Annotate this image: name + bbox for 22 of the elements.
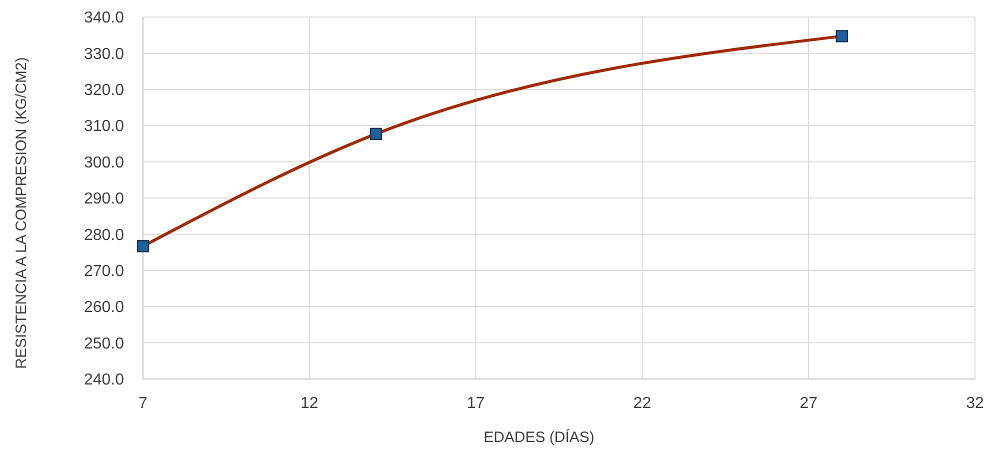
y-tick-label: 240.0: [84, 372, 124, 389]
y-axis-title: RESISTENCIA A LA COMPRESION (KG/CM2): [13, 57, 30, 369]
x-tick-label: 27: [800, 395, 818, 412]
y-tick-label: 250.0: [84, 335, 124, 352]
point: [370, 128, 382, 140]
y-tick-label: 310.0: [84, 118, 124, 136]
x-tick-label: 17: [466, 395, 485, 412]
x-tick-label: 22: [633, 395, 652, 412]
point: [136, 240, 150, 252]
x-tick-label: 7: [138, 395, 148, 412]
y-tick-label: 330.0: [84, 46, 124, 63]
point: [836, 30, 848, 42]
y-tick-label: 320.0: [84, 82, 124, 99]
x-axis-title: EDADES (DÍAS): [484, 428, 594, 446]
y-tick-label: 260.0: [84, 299, 124, 316]
y-tick-label: 280.0: [84, 226, 124, 244]
y-tick-label: 290.0: [84, 190, 124, 208]
y-tick-label: 340.0: [84, 10, 124, 27]
y-tick-label: 270.0: [84, 263, 124, 280]
x-tick-label: 32: [966, 395, 984, 412]
x-tick-label: 12: [300, 395, 318, 412]
y-tick-label: 300.0: [84, 154, 124, 172]
